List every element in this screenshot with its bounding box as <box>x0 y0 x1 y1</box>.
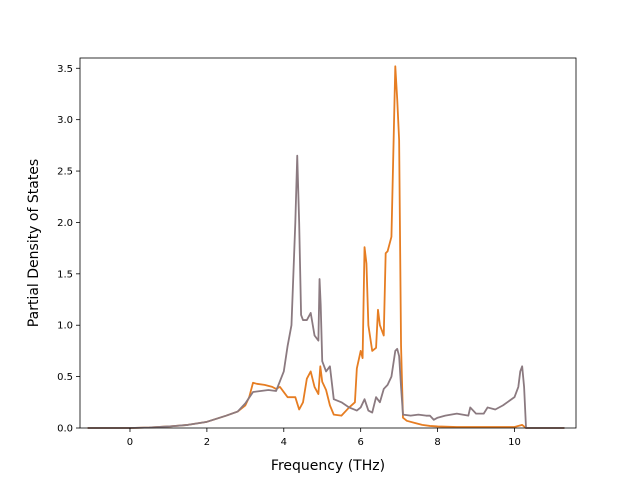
plot-frame <box>79 57 577 429</box>
series-line-2 <box>87 154 565 429</box>
y-tick-label: 0.0 <box>57 424 73 435</box>
y-tick-label: 2.0 <box>57 218 73 229</box>
y-tick-label: 3.5 <box>57 64 73 75</box>
y-tick-label: 1.5 <box>57 269 73 280</box>
x-axis-ticks: 0 2 4 6 8 10 <box>127 428 521 448</box>
x-tick-label: 6 <box>357 437 363 448</box>
y-tick-label: 2.5 <box>57 167 73 178</box>
y-tick-label: 3.0 <box>57 115 73 126</box>
x-tick-label: 2 <box>204 437 210 448</box>
y-axis-label: Partial Density of States <box>26 159 42 327</box>
y-axis-ticks: 0.0 0.5 1.0 1.5 2.0 2.5 3.0 3.5 <box>57 64 80 435</box>
series-layer <box>87 65 565 429</box>
y-tick-label: 0.5 <box>57 372 73 383</box>
x-tick-label: 8 <box>434 437 440 448</box>
x-axis-label: Frequency (THz) <box>271 458 385 474</box>
x-tick-label: 10 <box>508 437 521 448</box>
x-tick-label: 0 <box>127 437 133 448</box>
plot-background <box>80 58 576 428</box>
x-tick-label: 4 <box>281 437 287 448</box>
y-tick-label: 1.0 <box>57 321 73 332</box>
